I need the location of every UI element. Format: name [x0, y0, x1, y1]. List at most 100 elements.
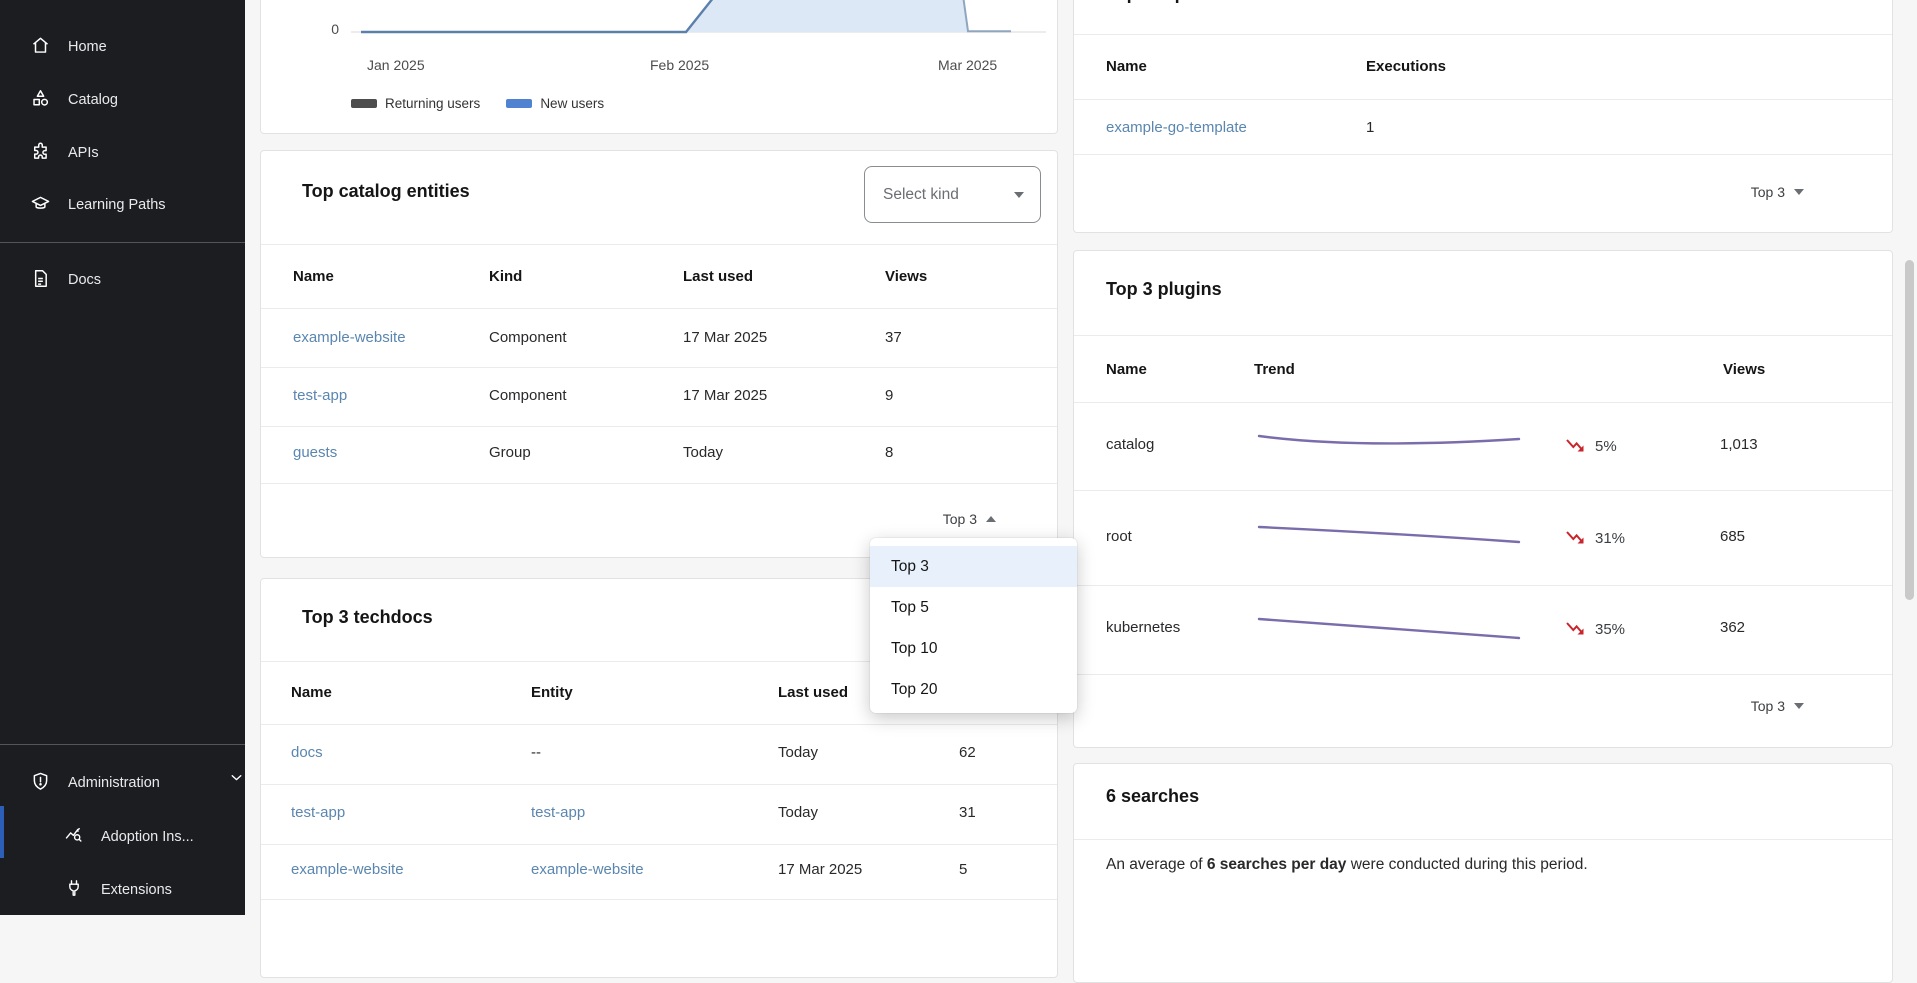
sidebar-item-label: Adoption Ins...	[101, 829, 194, 845]
menu-item-top-10[interactable]: Top 10	[891, 639, 938, 657]
entity-kind: Group	[489, 444, 531, 461]
kind-select-value: Select kind	[883, 185, 959, 203]
caret-up-icon	[986, 516, 996, 522]
summary-suffix: were conducted during this period.	[1346, 856, 1588, 873]
home-icon	[30, 35, 51, 60]
trending-down-icon	[1566, 622, 1584, 635]
plugin-views: 1,013	[1720, 436, 1758, 453]
legend-item-returning-users: Returning users	[351, 96, 480, 111]
x-axis-tick-feb: Feb 2025	[650, 57, 710, 73]
searches-card: 6 searches An average of 6 searches per …	[1073, 763, 1893, 983]
plugin-name: kubernetes	[1106, 619, 1181, 636]
sidebar-item-adoption-insights[interactable]: Adoption Ins...	[64, 823, 264, 851]
shield-icon	[30, 771, 51, 796]
trending-down-icon	[1566, 531, 1584, 544]
graduation-cap-icon	[30, 193, 51, 218]
techdoc-views: 62	[959, 744, 976, 761]
techdocs-card-title: Top 3 techdocs	[302, 607, 433, 627]
templates-card-title: Top templates	[1106, 0, 1227, 4]
active-item-indicator	[0, 806, 4, 858]
template-executions-value: 1	[1366, 119, 1375, 136]
y-axis-tick: 0	[331, 21, 339, 37]
techdoc-entity: --	[531, 744, 541, 761]
plugin-trend-pct: 31%	[1595, 530, 1626, 547]
legend-swatch-new	[506, 99, 533, 108]
top-n-label: Top 3	[1750, 698, 1785, 714]
sidebar-item-apis[interactable]: APIs	[30, 139, 230, 167]
techdoc-name-link[interactable]: test-app	[291, 804, 346, 821]
column-header-kind: Kind	[489, 268, 523, 285]
legend-swatch-returning	[351, 99, 377, 108]
entity-name-link[interactable]: guests	[293, 444, 338, 461]
legend-label: Returning users	[385, 96, 481, 111]
menu-item-top-5[interactable]: Top 5	[891, 598, 929, 616]
sparkline-catalog	[1257, 434, 1521, 445]
template-name-link[interactable]: example-go-template	[1106, 119, 1247, 136]
entity-kind: Component	[489, 329, 567, 346]
plugin-views: 685	[1720, 528, 1746, 545]
sidebar-item-label: Home	[68, 39, 107, 55]
techdoc-entity-link[interactable]: test-app	[531, 804, 586, 821]
plugins-card: Top 3 plugins Name Trend Views catalog 5…	[1073, 250, 1893, 748]
legend-item-new-users: New users	[506, 96, 604, 111]
catalog-top-n-select[interactable]: Top 3	[943, 511, 996, 527]
entity-views: 8	[885, 444, 894, 461]
entity-views: 37	[885, 329, 902, 346]
legend-label: New users	[540, 96, 605, 111]
sidebar-item-label: Extensions	[101, 882, 172, 898]
column-header-entity: Entity	[531, 684, 573, 701]
sidebar-item-label: Learning Paths	[68, 197, 166, 213]
column-header-views: Views	[1723, 361, 1766, 378]
chevron-down-icon[interactable]	[228, 769, 245, 790]
puzzle-icon	[30, 141, 51, 166]
column-header-name: Name	[1106, 361, 1147, 378]
caret-down-icon	[1794, 189, 1804, 195]
entity-name-link[interactable]: example-website	[293, 329, 406, 346]
x-axis-tick-mar: Mar 2025	[938, 57, 998, 73]
users-area-chart	[351, 0, 1046, 34]
techdoc-entity-link[interactable]: example-website	[531, 861, 644, 878]
plugins-top-n-select[interactable]: Top 3	[1751, 698, 1804, 714]
column-header-last-used: Last used	[683, 268, 754, 285]
category-icon	[30, 88, 51, 113]
caret-down-icon	[1014, 191, 1024, 198]
users-chart-card: 0 Jan 2025 Feb 2025 Mar 2025 Returning u…	[260, 0, 1058, 134]
summary-prefix: An average of	[1106, 856, 1207, 873]
entity-last-used: 17 Mar 2025	[683, 329, 768, 346]
kind-select[interactable]: Select kind	[864, 166, 1041, 223]
insights-chart-icon	[64, 825, 84, 849]
techdoc-last-used: 17 Mar 2025	[778, 861, 863, 878]
column-header-name: Name	[1106, 58, 1147, 75]
techdoc-last-used: Today	[778, 744, 819, 761]
menu-item-top-3[interactable]: Top 3	[870, 546, 1077, 587]
sidebar-divider	[0, 744, 245, 745]
trending-down-icon	[1566, 439, 1584, 452]
templates-top-n-select[interactable]: Top 3	[1751, 184, 1804, 200]
plugin-views: 362	[1720, 619, 1746, 636]
searches-card-title: 6 searches	[1106, 786, 1200, 806]
plugin-trend-pct: 35%	[1595, 621, 1626, 638]
menu-item-top-20[interactable]: Top 20	[891, 680, 938, 698]
sidebar-item-home[interactable]: Home	[30, 33, 230, 61]
document-icon	[30, 268, 51, 293]
techdoc-name-link[interactable]: docs	[291, 744, 323, 761]
sidebar-item-docs[interactable]: Docs	[30, 266, 230, 294]
entity-last-used: Today	[683, 444, 724, 461]
techdoc-name-link[interactable]: example-website	[291, 861, 404, 878]
sidebar-item-catalog[interactable]: Catalog	[30, 86, 230, 114]
main-content: 0 Jan 2025 Feb 2025 Mar 2025 Returning u…	[245, 0, 1917, 983]
catalog-card-title: Top catalog entities	[302, 181, 470, 201]
sidebar-item-label: Catalog	[68, 92, 118, 108]
techdoc-views: 31	[959, 804, 976, 821]
sidebar-item-extensions[interactable]: Extensions	[64, 876, 264, 904]
entity-kind: Component	[489, 387, 567, 404]
plugin-name: catalog	[1106, 436, 1155, 453]
entity-name-link[interactable]: test-app	[293, 387, 348, 404]
scrollbar-thumb[interactable]	[1905, 260, 1914, 600]
templates-card: Top templates Name Executions example-go…	[1073, 0, 1893, 233]
catalog-entities-card: Top catalog entities Select kind Name Ki…	[260, 150, 1058, 558]
column-header-views: Views	[885, 268, 928, 285]
sidebar-item-learning-paths[interactable]: Learning Paths	[30, 191, 230, 219]
top-n-dropdown-menu: Top 3 Top 5 Top 10 Top 20	[870, 538, 1077, 713]
sidebar-item-administration[interactable]: Administration	[30, 769, 242, 797]
